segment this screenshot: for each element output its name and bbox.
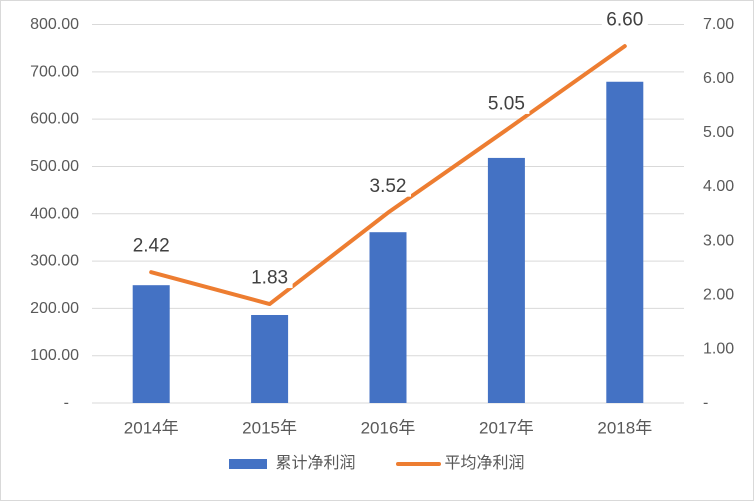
y-axis-left-tick-label: 200.00 (30, 300, 79, 317)
chart-legend: 累计净利润 平均净利润 (1, 456, 753, 472)
bar-2016年 (369, 232, 407, 403)
y-axis-right-tick-label: 5.00 (703, 124, 734, 141)
data-label-2018年: 6.60 (606, 10, 643, 31)
y-axis-left-tick-label: 100.00 (30, 347, 79, 364)
data-label-background (483, 93, 530, 114)
y-axis-right-tick-label: 6.00 (703, 70, 734, 87)
legend-label-average-net-profit: 平均净利润 (444, 455, 525, 472)
y-axis-left-tick-label: 400.00 (30, 205, 79, 222)
y-axis-right-tick-label: 4.00 (703, 178, 734, 195)
bar-2017年 (487, 157, 525, 403)
y-axis-right-tick-label: 1.00 (703, 340, 734, 357)
legend-label-cumulative-net-profit: 累计净利润 (275, 455, 356, 472)
y-axis-left-tick-label: 700.00 (30, 63, 79, 80)
y-axis-right-tick-label: 7.00 (703, 16, 734, 33)
bar-2015年 (251, 314, 289, 403)
x-axis-label-2016年: 2016年 (361, 419, 416, 438)
x-axis-label-2015年: 2015年 (242, 419, 297, 438)
data-label-2014年: 2.42 (133, 236, 170, 257)
y-axis-left-tick-label: 500.00 (30, 158, 79, 175)
bar-2014年 (132, 285, 170, 403)
y-axis-right-tick-label: - (703, 395, 708, 412)
y-axis-left-tick-label: - (64, 395, 69, 412)
data-label-2017年: 5.05 (488, 93, 525, 114)
y-axis-right-tick-label: 3.00 (703, 232, 734, 249)
legend-item-average-net-profit: 平均净利润 (395, 455, 525, 472)
data-label-2015年: 1.83 (251, 268, 288, 289)
x-axis-label-2014年: 2014年 (124, 419, 179, 438)
bar-2018年 (606, 81, 644, 404)
x-axis-label-2018年: 2018年 (597, 419, 652, 438)
y-axis-left-tick-label: 600.00 (30, 111, 79, 128)
data-label-2016年: 3.52 (370, 176, 407, 197)
data-label-background (601, 10, 648, 31)
x-axis-label-2017年: 2017年 (479, 419, 534, 438)
data-label-background (246, 268, 293, 289)
y-axis-left-tick-label: 800.00 (30, 16, 79, 33)
line-series-swatch (395, 462, 441, 466)
y-axis-right-tick-label: 2.00 (703, 286, 734, 303)
data-label-background (365, 176, 411, 197)
average-net-profit-line (149, 44, 627, 307)
legend-item-cumulative-net-profit: 累计净利润 (229, 455, 356, 472)
y-axis-left-tick-label: 300.00 (30, 253, 79, 270)
bar-series-swatch (229, 459, 268, 469)
data-label-background (128, 236, 175, 257)
